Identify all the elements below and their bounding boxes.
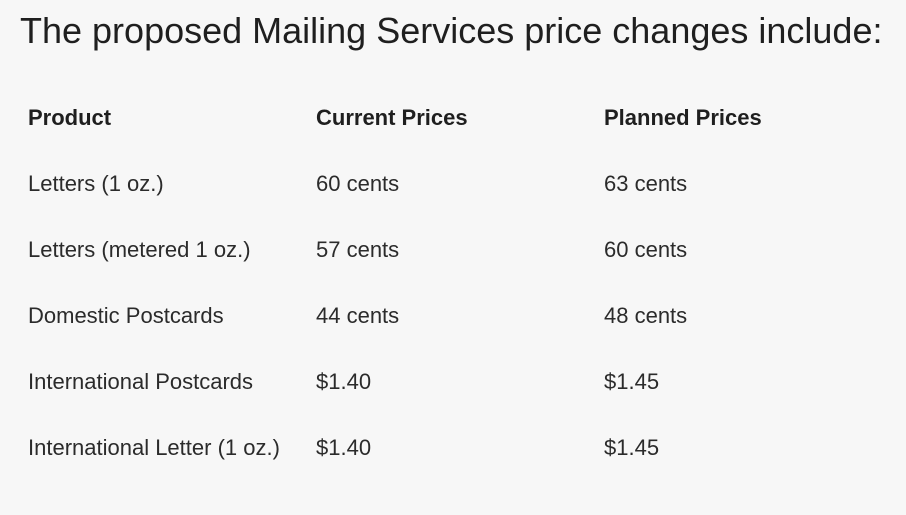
planned-price-cell: $1.45	[592, 350, 880, 416]
current-price-cell: 60 cents	[304, 152, 592, 218]
page: The proposed Mailing Services price chan…	[0, 0, 906, 515]
product-cell: Letters (metered 1 oz.)	[16, 218, 304, 284]
planned-price-cell: 60 cents	[592, 218, 880, 284]
product-cell: International Postcards	[16, 350, 304, 416]
table-row: Letters (1 oz.) 60 cents 63 cents	[16, 152, 880, 218]
column-header-product: Product	[16, 86, 304, 152]
current-price-cell: $1.40	[304, 350, 592, 416]
current-price-cell: 44 cents	[304, 284, 592, 350]
table-row: International Postcards $1.40 $1.45	[16, 350, 880, 416]
column-header-current-prices: Current Prices	[304, 86, 592, 152]
current-price-cell: 57 cents	[304, 218, 592, 284]
table-row: International Letter (1 oz.) $1.40 $1.45	[16, 416, 880, 482]
planned-price-cell: $1.45	[592, 416, 880, 482]
table-row: Letters (metered 1 oz.) 57 cents 60 cent…	[16, 218, 880, 284]
planned-price-cell: 48 cents	[592, 284, 880, 350]
product-cell: International Letter (1 oz.)	[16, 416, 304, 482]
page-title: The proposed Mailing Services price chan…	[20, 8, 882, 54]
price-changes-table: Product Current Prices Planned Prices Le…	[16, 86, 880, 482]
table-row: Domestic Postcards 44 cents 48 cents	[16, 284, 880, 350]
product-cell: Letters (1 oz.)	[16, 152, 304, 218]
current-price-cell: $1.40	[304, 416, 592, 482]
product-cell: Domestic Postcards	[16, 284, 304, 350]
planned-price-cell: 63 cents	[592, 152, 880, 218]
table-header-row: Product Current Prices Planned Prices	[16, 86, 880, 152]
column-header-planned-prices: Planned Prices	[592, 86, 880, 152]
